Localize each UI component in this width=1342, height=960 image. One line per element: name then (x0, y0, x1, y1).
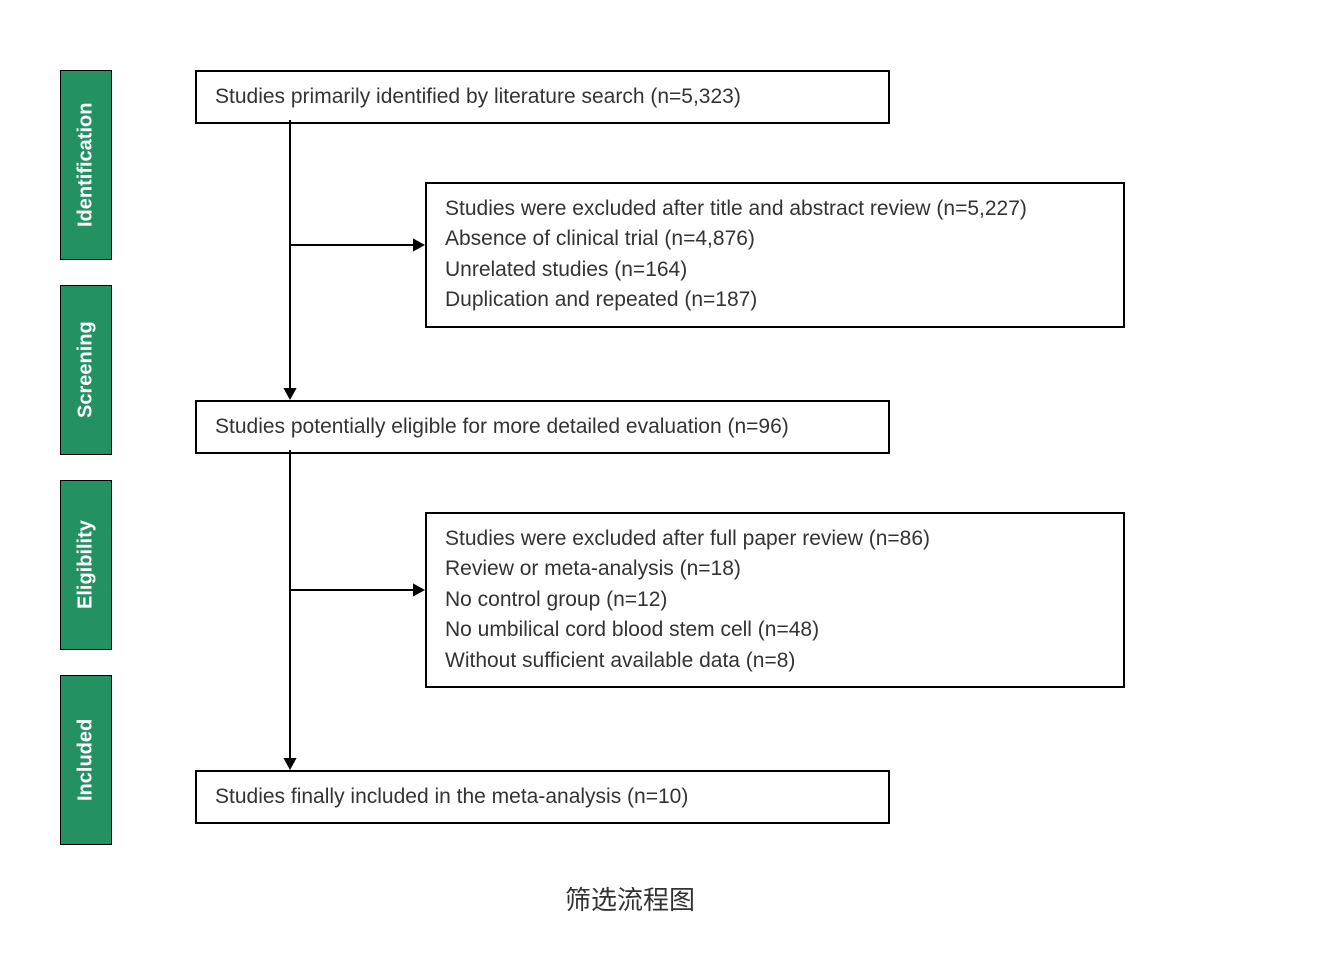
node-text: Studies primarily identified by literatu… (215, 82, 870, 112)
node-text: No control group (n=12) (445, 585, 1105, 615)
node-text: Review or meta-analysis (n=18) (445, 554, 1105, 584)
stage-screening: Screening (60, 285, 112, 455)
stage-identification: Identification (60, 70, 112, 260)
flow-node-excluded-title-abstract: Studies were excluded after title and ab… (425, 182, 1125, 328)
node-text: Studies potentially eligible for more de… (215, 412, 870, 442)
stage-label-text: Included (75, 719, 98, 801)
node-text: Unrelated studies (n=164) (445, 255, 1105, 285)
diagram-caption: 筛选流程图 (480, 880, 780, 917)
node-text: Absence of clinical trial (n=4,876) (445, 224, 1105, 254)
node-text: Without sufficient available data (n=8) (445, 646, 1105, 676)
caption-text: 筛选流程图 (565, 885, 695, 915)
node-text: No umbilical cord blood stem cell (n=48) (445, 615, 1105, 645)
flow-node-included: Studies finally included in the meta-ana… (195, 770, 890, 824)
flowchart-canvas: Identification Screening Eligibility Inc… (0, 0, 1342, 960)
stage-label-text: Eligibility (75, 521, 98, 610)
stage-label-text: Identification (75, 103, 98, 227)
stage-eligibility: Eligibility (60, 480, 112, 650)
node-text: Studies finally included in the meta-ana… (215, 782, 870, 812)
flow-node-potentially-eligible: Studies potentially eligible for more de… (195, 400, 890, 454)
flow-node-identified: Studies primarily identified by literatu… (195, 70, 890, 124)
stage-included: Included (60, 675, 112, 845)
node-text: Studies were excluded after full paper r… (445, 524, 1105, 554)
node-text: Studies were excluded after title and ab… (445, 194, 1105, 224)
stage-label-text: Screening (75, 322, 98, 419)
flow-node-excluded-full-paper: Studies were excluded after full paper r… (425, 512, 1125, 688)
node-text: Duplication and repeated (n=187) (445, 285, 1105, 315)
